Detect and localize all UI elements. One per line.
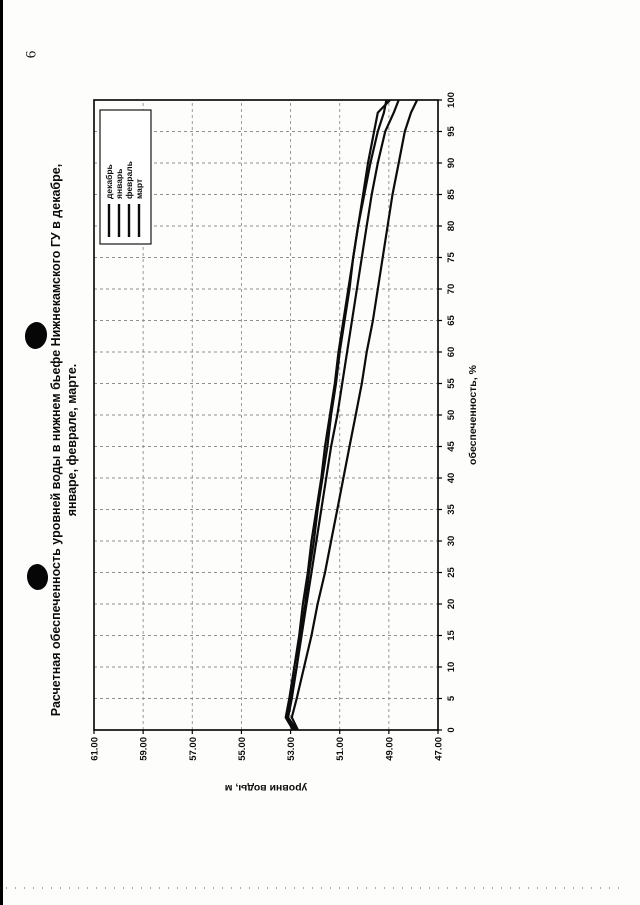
y-tick-label: 55.00 [237, 737, 248, 761]
x-tick-label: 70 [446, 284, 457, 295]
x-tick-label: 40 [446, 473, 457, 484]
y-axis-title: уровни воды, м [225, 782, 308, 794]
scan-edge-artifact [0, 0, 3, 905]
chart-title-line-1: Расчетная обеспеченность уровней воды в … [49, 163, 63, 717]
x-tick-label: 55 [446, 378, 457, 389]
x-axis-title: обеспеченность, % [467, 364, 479, 465]
chart-landscape: Расчетная обеспеченность уровней воды в … [42, 80, 510, 800]
chart-title: Расчетная обеспеченность уровней воды в … [42, 80, 88, 800]
x-tick-label: 30 [446, 536, 457, 547]
x-tick-label: 60 [446, 347, 457, 358]
y-tick-label: 49.00 [384, 737, 395, 761]
x-tick-label: 75 [446, 252, 457, 263]
y-tick-label: 53.00 [286, 737, 297, 761]
grid-lines [93, 99, 439, 731]
series-line [285, 99, 400, 731]
line-chart: 0 5 10 15 20 25 30 35 40 45 50 55 60 65 70 75 80 85 90 95 10… [90, 92, 480, 794]
legend-label: декабрь [104, 164, 114, 199]
axis-ticks [93, 99, 442, 734]
x-tick-label: 35 [446, 504, 457, 515]
legend-label: январь [114, 169, 124, 199]
tick-labels: 0 5 10 15 20 25 30 35 40 45 50 55 60 65 70 75 80 85 90 95 10… [90, 92, 458, 761]
series-line [287, 99, 391, 731]
x-tick-label: 25 [446, 567, 457, 578]
legend: декабрь январь февраль март [99, 109, 152, 245]
x-tick-label: 20 [446, 599, 457, 610]
page-number: 6 [23, 50, 40, 59]
axis-titles: обеспеченность, % уровни воды, м [225, 364, 479, 794]
y-tick-label: 51.00 [335, 737, 346, 761]
y-tick-label: 61.00 [90, 737, 101, 761]
x-tick-label: 5 [446, 695, 457, 701]
x-tick-label: 85 [446, 189, 457, 200]
legend-label: февраль [124, 161, 134, 199]
x-tick-label: 90 [446, 158, 457, 169]
legend-label: март [134, 179, 144, 199]
y-tick-label: 57.00 [188, 737, 199, 761]
x-tick-label: 100 [446, 92, 457, 108]
scan-noise [6, 887, 621, 889]
x-tick-label: 15 [446, 630, 457, 641]
series-lines [284, 99, 419, 731]
x-tick-label: 45 [446, 441, 457, 452]
series-line [284, 99, 388, 731]
y-tick-label: 47.00 [434, 737, 445, 761]
series-line [290, 99, 419, 731]
x-tick-label: 80 [446, 221, 457, 232]
chart-rotated-container: Расчетная обеспеченность уровней воды в … [42, 80, 510, 800]
x-tick-label: 95 [446, 126, 457, 137]
x-tick-label: 50 [446, 410, 457, 421]
chart-title-line-2: январе, феврале, марте. [65, 363, 80, 517]
x-tick-label: 10 [446, 662, 457, 673]
y-tick-label: 59.00 [139, 737, 150, 761]
x-tick-label: 65 [446, 315, 457, 326]
x-tick-label: 0 [446, 727, 457, 732]
